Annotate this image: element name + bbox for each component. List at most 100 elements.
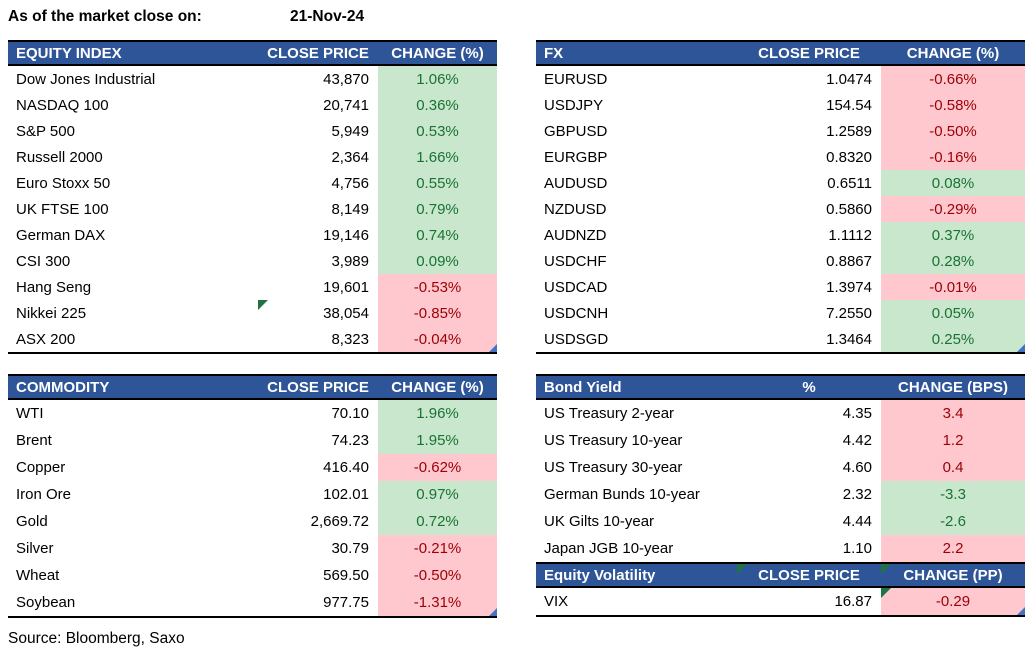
table-resize-handle[interactable]: [1017, 607, 1025, 615]
instrument-name: Silver: [16, 540, 54, 557]
table-resize-handle[interactable]: [489, 344, 497, 352]
change-value: 0.28%: [881, 248, 1025, 274]
table-row: US Treasury 30-year 4.60 0.4: [536, 454, 1025, 481]
instrument-name: NASDAQ 100: [16, 96, 109, 114]
table-row: Dow Jones Industrial 43,870 1.06%: [8, 66, 497, 92]
bond-yield-header: Bond Yield % CHANGE (BPS): [536, 374, 1025, 400]
instrument-name: USDCNH: [544, 304, 609, 322]
close-price: 0.8320: [826, 148, 872, 166]
instrument-name: GBPUSD: [544, 122, 608, 140]
close-price-header: CLOSE PRICE: [267, 378, 369, 396]
close-price: 19,601: [323, 278, 369, 296]
change-value: -0.62%: [378, 454, 497, 481]
cell-error-indicator-icon: [737, 564, 747, 574]
change-header: CHANGE (%): [391, 44, 484, 62]
change-value: 0.37%: [881, 222, 1025, 248]
instrument-name: Japan JGB 10-year: [544, 540, 674, 557]
instrument-name: ASX 200: [16, 330, 76, 348]
instrument-name: Wheat: [16, 567, 60, 584]
instrument-name: German Bunds 10-year: [544, 486, 700, 503]
close-price: 19,146: [323, 226, 369, 244]
instrument-name: Iron Ore: [16, 486, 72, 503]
table-title: FX: [544, 44, 564, 62]
close-price: 8,323: [331, 330, 369, 348]
change-value: 1.96%: [378, 400, 497, 427]
table-row: Japan JGB 10-year 1.10 2.2: [536, 535, 1025, 562]
instrument-name: VIX: [544, 593, 569, 610]
instrument-name: Gold: [16, 513, 48, 530]
change-value: 0.97%: [378, 481, 497, 508]
close-price: 30.79: [331, 540, 369, 557]
close-price: 416.40: [323, 459, 369, 476]
cell-error-indicator-icon: [881, 588, 891, 598]
change-value: -0.85%: [378, 300, 497, 326]
instrument-name: Copper: [16, 459, 66, 476]
change-header: CHANGE (%): [906, 44, 1000, 62]
table-row: Hang Seng 19,601 -0.53%: [8, 274, 497, 300]
change-value: -0.50%: [378, 562, 497, 589]
change-value: 1.06%: [378, 66, 497, 92]
close-price: 74.23: [331, 432, 369, 449]
change-value: -0.29: [881, 588, 1025, 615]
change-header: CHANGE (BPS): [897, 378, 1008, 396]
close-price: 2.32: [842, 486, 872, 503]
change-value: -0.66%: [881, 66, 1025, 92]
table-row: NASDAQ 100 20,741 0.36%: [8, 92, 497, 118]
instrument-name: Dow Jones Industrial: [16, 70, 156, 88]
close-price: 1.10: [842, 540, 872, 557]
fx-header: FX CLOSE PRICE CHANGE (%): [536, 40, 1025, 66]
close-price: 1.0474: [826, 70, 872, 88]
instrument-name: UK FTSE 100: [16, 200, 109, 218]
as-of-label: As of the market close on:: [8, 8, 202, 25]
close-price: 154.54: [826, 96, 872, 114]
table-resize-handle[interactable]: [489, 608, 497, 616]
close-price: 569.50: [323, 567, 369, 584]
close-price: 0.8867: [826, 252, 872, 270]
close-price: 5,949: [331, 122, 369, 140]
table-row: GBPUSD 1.2589 -0.50%: [536, 118, 1025, 144]
instrument-name: CSI 300: [16, 252, 71, 270]
change-value: 1.95%: [378, 427, 497, 454]
table-row: USDSGD 1.3464 0.25%: [536, 326, 1025, 352]
table-row: Silver 30.79 -0.21%: [8, 535, 497, 562]
table-row: WTI 70.10 1.96%: [8, 400, 497, 427]
instrument-name: Soybean: [16, 594, 76, 611]
table-row: Iron Ore 102.01 0.97%: [8, 481, 497, 508]
table-title: COMMODITY: [16, 378, 110, 396]
close-price-header: CLOSE PRICE: [737, 564, 881, 586]
table-row: USDJPY 154.54 -0.58%: [536, 92, 1025, 118]
close-price: 8,149: [331, 200, 369, 218]
change-value: -0.04%: [378, 326, 497, 352]
table-resize-handle[interactable]: [1017, 344, 1025, 352]
close-price: 3,989: [331, 252, 369, 270]
change-value: 0.72%: [378, 508, 497, 535]
close-price: 4,756: [331, 174, 369, 192]
close-price: 4.35: [842, 405, 872, 422]
table-row: NZDUSD 0.5860 -0.29%: [536, 196, 1025, 222]
instrument-name: NZDUSD: [544, 200, 607, 218]
change-value: -3.3: [881, 481, 1025, 508]
table-row: Euro Stoxx 50 4,756 0.55%: [8, 170, 497, 196]
change-value: 0.55%: [378, 170, 497, 196]
instrument-name: Hang Seng: [16, 278, 92, 296]
table-row: UK FTSE 100 8,149 0.79%: [8, 196, 497, 222]
change-value: -2.6: [881, 508, 1025, 535]
close-price: 2,364: [331, 148, 369, 166]
table-row: Soybean 977.75 -1.31%: [8, 589, 497, 616]
table-row: USDCNH 7.2550 0.05%: [536, 300, 1025, 326]
change-value: 0.4: [881, 454, 1025, 481]
close-price: 16.87: [834, 593, 872, 610]
table-row: Wheat 569.50 -0.50%: [8, 562, 497, 589]
table-row: German DAX 19,146 0.74%: [8, 222, 497, 248]
close-price-header: CLOSE PRICE: [267, 44, 369, 62]
table-row: US Treasury 10-year 4.42 1.2: [536, 427, 1025, 454]
instrument-name: EURGBP: [544, 148, 608, 166]
table-title: Equity Volatility: [544, 566, 656, 584]
change-value: 1.66%: [378, 144, 497, 170]
close-price: 1.3974: [826, 278, 872, 296]
fx-table: FX CLOSE PRICE CHANGE (%) EURUSD 1.0474 -0…: [536, 40, 1025, 354]
instrument-name: S&P 500: [16, 122, 75, 140]
instrument-name: AUDNZD: [544, 226, 607, 244]
table-row: Nikkei 225 38,054 -0.85%: [8, 300, 497, 326]
change-header: CHANGE (PP): [881, 564, 1025, 586]
